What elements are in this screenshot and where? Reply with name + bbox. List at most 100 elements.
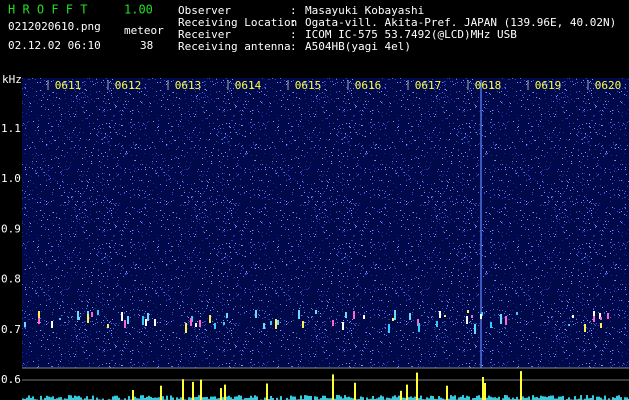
meteor-echo (474, 324, 476, 334)
activity-bar (24, 398, 26, 400)
activity-bar (200, 379, 202, 400)
activity-bar (544, 396, 546, 400)
info-label: Receiver (178, 28, 231, 41)
activity-bar (150, 396, 152, 400)
activity-bar (46, 395, 48, 400)
activity-bar (350, 397, 352, 400)
activity-bar (214, 396, 216, 400)
meteor-echo (226, 313, 228, 318)
activity-bar (452, 396, 454, 400)
activity-bar (492, 397, 494, 400)
activity-bar (64, 398, 66, 400)
activity-bar (300, 395, 302, 400)
activity-bar (554, 398, 556, 400)
activity-bar (398, 395, 400, 400)
activity-bar (370, 398, 372, 400)
activity-bar (182, 379, 184, 400)
x-label: 0615 (295, 79, 322, 92)
activity-bar (620, 397, 622, 400)
activity-bar (588, 398, 590, 400)
meteor-echo (145, 319, 147, 326)
activity-bar (454, 395, 456, 400)
activity-bar (156, 397, 158, 400)
activity-bar (580, 395, 582, 400)
activity-bar (280, 396, 282, 400)
activity-bar (240, 395, 242, 400)
activity-bar (536, 397, 538, 400)
activity-bar (208, 398, 210, 400)
activity-bar (238, 395, 240, 400)
activity-bar (462, 395, 464, 400)
activity-bar (320, 398, 322, 400)
y-label: 0.7 (1, 323, 21, 336)
meteor-echo (505, 316, 507, 325)
activity-bar (402, 397, 404, 400)
info-value: Ogata-vill. Akita-Pref. JAPAN (139.96E, … (305, 16, 616, 29)
activity-bar (180, 397, 182, 400)
activity-bar (412, 397, 414, 400)
activity-bar (328, 398, 330, 400)
activity-bar (30, 398, 32, 400)
activity-bar (202, 397, 204, 400)
activity-bar (74, 395, 76, 400)
activity-bar (548, 396, 550, 400)
activity-bar (78, 395, 80, 400)
activity-bar (392, 396, 394, 400)
meteor-echo (471, 315, 473, 318)
activity-bar (592, 395, 594, 400)
activity-bar (304, 395, 306, 400)
activity-bar (378, 397, 380, 400)
spectrogram-noise (22, 78, 629, 368)
activity-bar (216, 398, 218, 400)
activity-bar (248, 397, 250, 400)
meteor-echo (263, 323, 265, 329)
activity-bar (206, 397, 208, 400)
meteor-echo (466, 316, 468, 324)
activity-bar (118, 397, 120, 400)
meteor-echo (600, 317, 602, 320)
activity-bar (52, 396, 54, 400)
activity-bar (586, 395, 588, 400)
meteor-echo (124, 320, 126, 328)
activity-bar (256, 396, 258, 400)
echo-line (480, 80, 482, 368)
meteor-echo (127, 316, 129, 324)
activity-bar (532, 395, 534, 400)
meteor-echo (78, 317, 80, 320)
activity-bar (342, 398, 344, 400)
activity-bar (524, 398, 526, 400)
activity-bar (22, 398, 24, 400)
x-label: 0618 (475, 79, 502, 92)
activity-bar (464, 397, 466, 400)
activity-bar (380, 395, 382, 400)
activity-bar (224, 384, 226, 400)
activity-bar (430, 395, 432, 400)
activity-bar (390, 398, 392, 400)
activity-bar (506, 395, 508, 400)
activity-bar (244, 398, 246, 400)
activity-bar (590, 398, 592, 400)
activity-bar (490, 396, 492, 400)
activity-bar (272, 398, 274, 400)
activity-bar (144, 397, 146, 400)
meteor-echo (315, 310, 317, 314)
meteor-echo (298, 310, 300, 319)
meteor-echo (277, 320, 279, 325)
meteor-echo (593, 316, 595, 322)
activity-bar (562, 395, 564, 400)
activity-bar (250, 395, 252, 400)
activity-bar (504, 395, 506, 400)
activity-bar (292, 396, 294, 400)
activity-bar (332, 374, 334, 400)
activity-bar (618, 395, 620, 400)
meteor-echo (607, 313, 609, 319)
y-label: 0.6 (1, 373, 21, 386)
activity-bar (420, 395, 422, 400)
activity-bar (614, 397, 616, 400)
activity-bar (486, 397, 488, 400)
activity-bar (136, 398, 138, 400)
activity-bar (574, 396, 576, 400)
activity-bar (434, 398, 436, 400)
activity-bar (166, 395, 168, 400)
app-name: H R O F F T (8, 3, 87, 17)
